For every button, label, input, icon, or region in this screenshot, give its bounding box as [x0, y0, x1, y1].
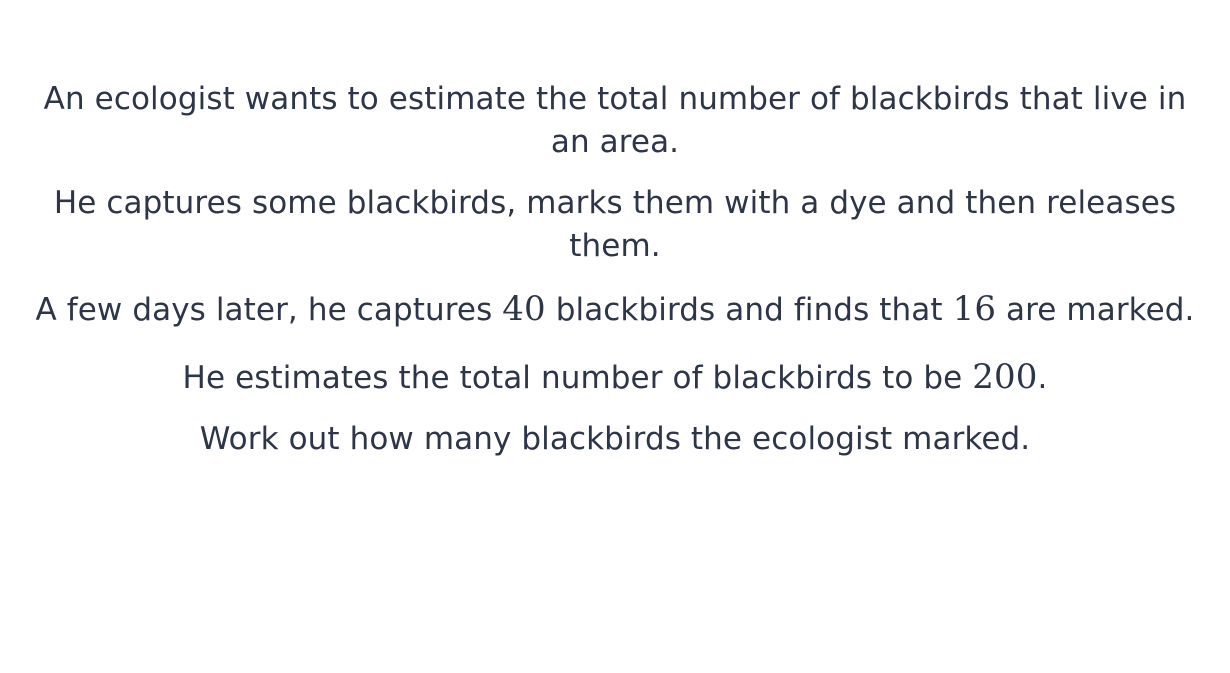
paragraph-context: An ecologist wants to estimate the total…: [43, 81, 1187, 160]
paragraph-task: Work out how many blackbirds the ecologi…: [199, 421, 1031, 457]
paragraph-capture: He captures some blackbirds, marks them …: [53, 185, 1177, 264]
marked-count: 16: [952, 289, 997, 329]
paragraph-recapture: A few days later, he captures 40 blackbi…: [25, 286, 1205, 334]
recapture-text-mid: blackbirds and finds that: [545, 292, 953, 328]
paragraph-estimate: He estimates the total number of blackbi…: [25, 356, 1205, 400]
recapture-text-pre: A few days later, he captures: [35, 292, 503, 328]
estimate-total: 200: [972, 357, 1038, 397]
estimate-text-pre: He estimates the total number of blackbi…: [182, 360, 973, 396]
recapture-text-post: are marked.: [996, 292, 1195, 328]
estimate-text-post: .: [1037, 360, 1048, 396]
captured-count: 40: [502, 289, 546, 329]
question-text: An ecologist wants to estimate the total…: [0, 78, 1230, 479]
